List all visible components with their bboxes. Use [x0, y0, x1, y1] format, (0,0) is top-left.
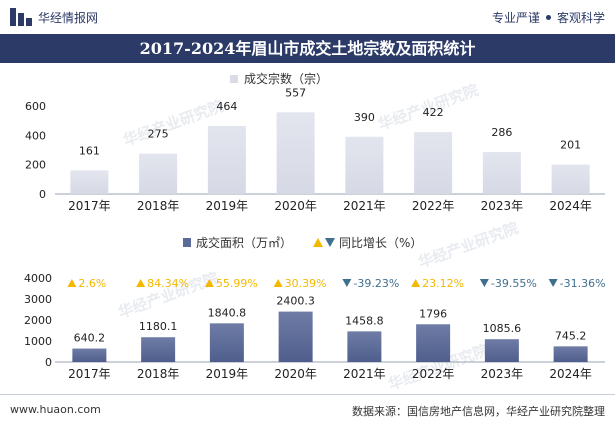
slogan-dot: [545, 15, 551, 20]
brand-name: 华经情报网: [38, 11, 99, 25]
bar-land-count: [139, 153, 178, 194]
x-tick-label: 2022年: [412, 199, 455, 213]
y-tick-label: 0: [39, 188, 46, 201]
y-tick-label: 1000: [24, 335, 52, 348]
yoy-growth-label: -39.55%: [491, 277, 537, 290]
data-label-land-area: 1796: [419, 307, 447, 320]
land-count-chart: 成交宗数（宗） 0 200 400 600 161 2017年 275 2018年 464 2019…: [25, 71, 605, 213]
bar-land-area: [209, 323, 244, 362]
legend-label-yoy-growth: 同比增长（%）: [339, 236, 422, 250]
x-tick-label: 2018年: [137, 367, 180, 381]
legend-label-land-count: 成交宗数（宗）: [244, 71, 328, 86]
footer-website-link[interactable]: www.huaon.com: [10, 403, 101, 416]
y-tick-label: 600: [25, 100, 46, 113]
data-label-land-area: 1180.1: [139, 320, 178, 333]
data-label-land-count: 201: [560, 139, 581, 152]
x-tick-label: 2020年: [274, 367, 317, 381]
x-tick-label: 2018年: [137, 199, 180, 213]
yoy-growth-label: 2.6%: [78, 277, 106, 290]
y-tick-label: 2000: [24, 314, 52, 327]
bar-land-area: [72, 348, 107, 362]
x-tick-label: 2024年: [549, 367, 592, 381]
x-tick-label: 2023年: [481, 367, 524, 381]
x-tick-label: 2019年: [206, 199, 249, 213]
yoy-up-triangle-icon: [67, 279, 77, 287]
data-label-land-area: 1458.8: [345, 314, 384, 327]
bar-land-area: [416, 324, 451, 362]
yoy-up-triangle-icon: [273, 279, 283, 287]
yoy-growth-label: -39.23%: [353, 277, 399, 290]
legend-swatch-land-count: [230, 75, 238, 83]
x-tick-label: 2021年: [343, 199, 386, 213]
footer: www.huaon.com 数据来源：国信房地产信息网，华经产业研究院整理: [0, 394, 615, 427]
yoy-growth-label: 23.12%: [422, 277, 464, 290]
x-tick-label: 2024年: [549, 199, 592, 213]
data-label-land-count: 464: [216, 100, 237, 113]
data-label-land-count: 275: [148, 128, 169, 141]
bar-land-area: [141, 337, 176, 362]
yoy-down-triangle-icon: [342, 279, 352, 287]
yoy-down-triangle-icon: [479, 279, 489, 287]
footer-divider: [0, 394, 615, 395]
data-label-land-count: 161: [79, 144, 100, 157]
land-area-chart: 成交面积（万㎡） 同比增长（%） 0 1000 2000 3000 4000 640.2 201…: [24, 235, 606, 381]
legend-swatch-land-area: [183, 238, 191, 247]
x-tick-label: 2021年: [343, 367, 386, 381]
huajing-logo-icon: [10, 8, 32, 26]
bar-land-area: [484, 339, 519, 362]
bar-land-area: [347, 331, 382, 362]
bar-land-count: [70, 170, 109, 194]
yoy-growth-label: 30.39%: [285, 277, 327, 290]
slogan-right: 客观科学: [556, 11, 605, 25]
x-tick-label: 2020年: [274, 199, 317, 213]
yoy-growth-label: -31.36%: [560, 277, 606, 290]
bar-land-count: [551, 164, 590, 194]
bar-land-count: [414, 132, 453, 194]
x-tick-label: 2022年: [412, 367, 455, 381]
legend-up-triangle-icon: [313, 238, 323, 247]
slogan-left: 专业严谨: [491, 11, 540, 25]
yoy-growth-label: 55.99%: [216, 277, 258, 290]
bar-land-count: [276, 112, 315, 194]
bar-land-area: [278, 311, 313, 362]
x-tick-label: 2023年: [481, 199, 524, 213]
bar-land-count: [207, 125, 246, 194]
data-label-land-count: 422: [423, 106, 444, 119]
top-bar: 华经情报网 专业严谨 客观科学: [0, 0, 615, 34]
data-label-land-area: 1085.6: [483, 322, 522, 335]
bar-land-area: [553, 346, 588, 362]
yoy-growth-label: 84.34%: [147, 277, 189, 290]
bar-land-count: [345, 136, 384, 194]
y-tick-label: 0: [45, 356, 52, 369]
x-tick-label: 2017年: [68, 199, 111, 213]
data-label-land-area: 2400.3: [276, 295, 315, 308]
legend-down-triangle-icon: [325, 238, 335, 247]
watermark-text: 华经产业研究院: [416, 219, 521, 272]
x-tick-label: 2019年: [206, 367, 249, 381]
y-tick-label: 3000: [24, 293, 52, 306]
bar-land-count: [482, 152, 521, 194]
yoy-up-triangle-icon: [204, 279, 214, 287]
data-source-note: 数据来源：国信房地产信息网，华经产业研究院整理: [352, 405, 605, 418]
yoy-down-triangle-icon: [548, 279, 558, 287]
data-label-land-area: 1840.8: [208, 306, 247, 319]
yoy-up-triangle-icon: [411, 279, 421, 287]
y-tick-label: 4000: [24, 272, 52, 285]
data-label-land-count: 286: [491, 126, 512, 139]
data-label-land-area: 640.2: [74, 332, 106, 345]
chart-title: 2017-2024年眉山市成交土地宗数及面积统计: [0, 34, 615, 63]
data-label-land-count: 390: [354, 111, 375, 124]
legend-label-land-area: 成交面积（万㎡）: [196, 235, 292, 250]
data-label-land-area: 745.2: [555, 329, 587, 342]
y-tick-label: 400: [25, 129, 46, 142]
y-tick-label: 200: [25, 159, 46, 172]
slogan: 专业严谨 客观科学: [492, 9, 605, 26]
x-tick-label: 2017年: [68, 367, 111, 381]
data-label-land-count: 557: [285, 86, 306, 99]
yoy-up-triangle-icon: [136, 279, 146, 287]
